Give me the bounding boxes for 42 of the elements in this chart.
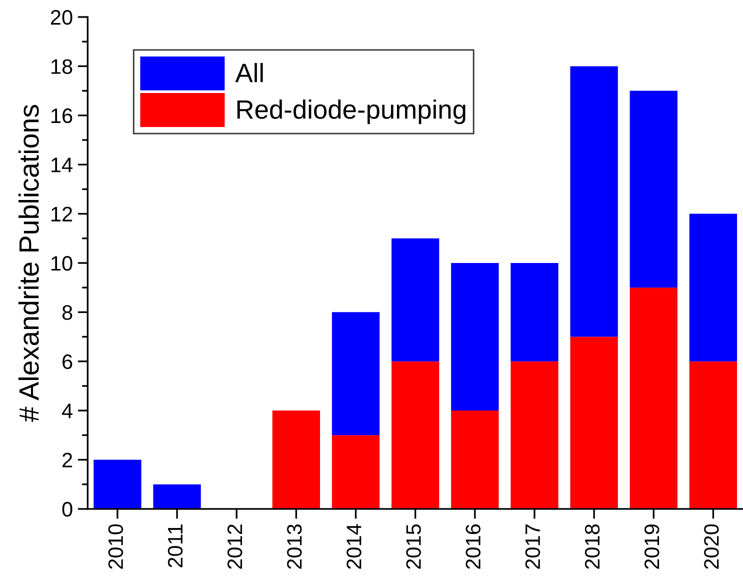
- bar: [332, 312, 380, 436]
- x-tick-label: 2012: [227, 524, 242, 569]
- bar: [153, 484, 201, 509]
- y-tick-label: 16: [52, 108, 72, 124]
- legend-label: Red-diode-pumping: [237, 100, 466, 124]
- x-tick-label: 2017: [525, 524, 540, 569]
- bar: [689, 214, 738, 362]
- bar: [570, 336, 618, 509]
- bar: [392, 238, 440, 362]
- y-tick-label: 4: [62, 404, 72, 418]
- x-tick-label: 2016: [466, 524, 481, 569]
- bar: [451, 410, 499, 509]
- x-tick-label: 2011: [168, 524, 183, 568]
- bar: [510, 262, 558, 362]
- bar: [510, 361, 558, 509]
- legend-label: All: [235, 62, 263, 82]
- bar: [332, 435, 380, 509]
- y-tick-label: 6: [62, 354, 72, 370]
- y-tick-label: 2: [62, 452, 72, 468]
- bar: [689, 361, 738, 509]
- y-tick-label: 10: [52, 256, 72, 271]
- x-tick-label: 2010: [108, 524, 124, 569]
- bar: [94, 460, 142, 509]
- x-tick-label: 2020: [704, 524, 719, 569]
- y-tick-label: 0: [62, 502, 72, 517]
- x-tick-label: 2019: [644, 524, 660, 569]
- x-tick-label: 2014: [346, 524, 362, 569]
- y-tick-label: 12: [52, 206, 72, 222]
- bar: [451, 262, 499, 411]
- bar: [272, 410, 320, 509]
- x-tick-label: 2018: [584, 524, 600, 569]
- bar: [392, 361, 440, 509]
- y-axis-title: # Alexandrite Publications: [18, 104, 39, 422]
- y-tick-label: 18: [52, 59, 72, 74]
- x-tick-label: 2015: [406, 524, 421, 569]
- bar: [630, 90, 678, 288]
- bar: [630, 288, 678, 509]
- bar: [570, 66, 618, 337]
- y-tick-label: 8: [62, 305, 72, 320]
- y-tick-label: 20: [50, 10, 72, 25]
- y-tick-label: 14: [52, 158, 72, 172]
- x-tick-label: 2013: [287, 524, 302, 569]
